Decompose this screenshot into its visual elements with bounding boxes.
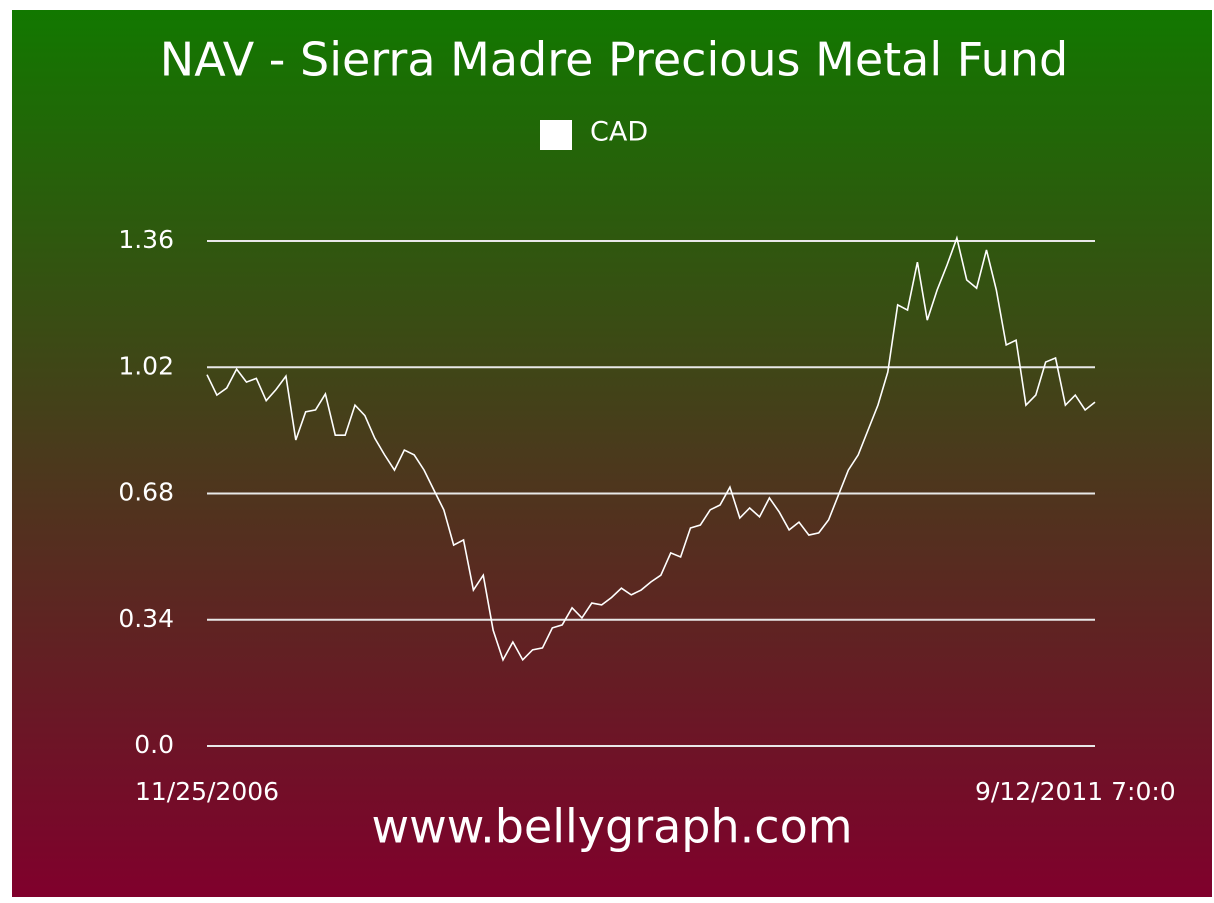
chart-title: NAV - Sierra Madre Precious Metal Fund xyxy=(160,33,1068,87)
data-line xyxy=(206,235,1096,662)
y-tick-label: 1.02 xyxy=(118,351,174,380)
y-tick-label: 0.0 xyxy=(134,730,174,759)
y-tick-label: 1.36 xyxy=(118,225,174,254)
y-tick-label: 0.68 xyxy=(118,478,174,507)
x-tick-label: 11/25/2006 xyxy=(135,777,279,806)
background xyxy=(12,10,1212,897)
x-tick-label: 9/12/2011 7:0:0 xyxy=(975,777,1176,806)
y-tick-label: 0.34 xyxy=(118,604,174,633)
footer: www.bellygraph.com xyxy=(371,800,852,854)
legend-label: CAD xyxy=(590,117,648,148)
legend-swatch xyxy=(540,120,572,150)
